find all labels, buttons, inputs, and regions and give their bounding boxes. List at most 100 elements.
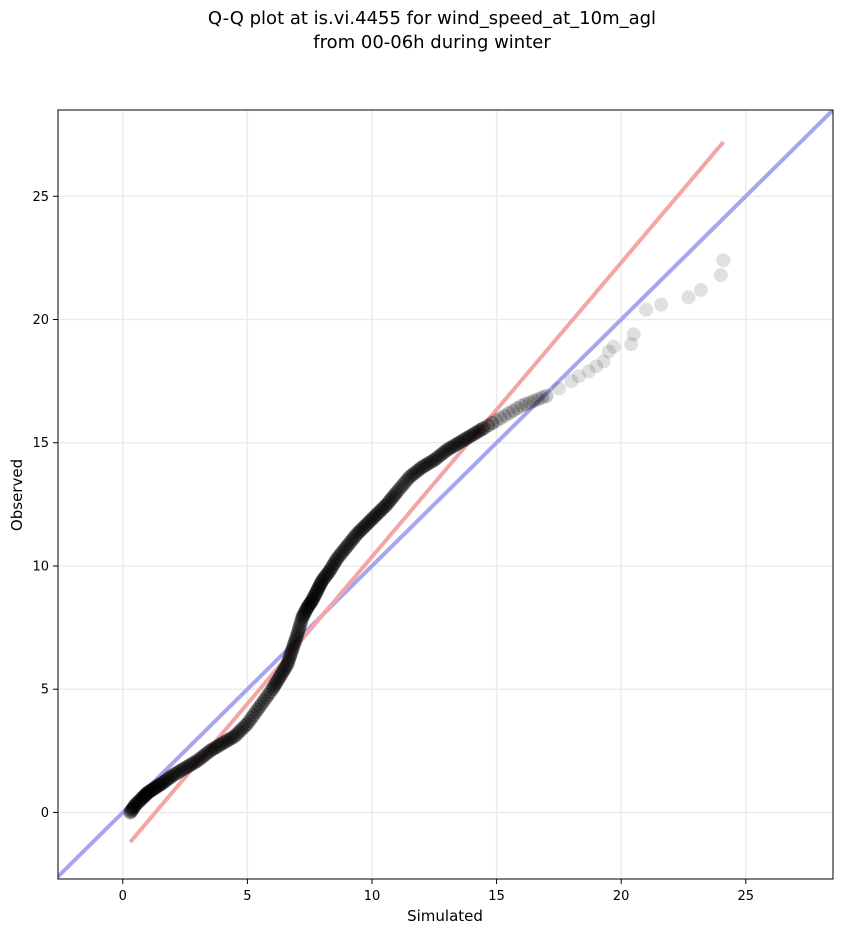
grid [58,110,833,879]
scatter-point [124,804,139,819]
scatter-point [421,456,436,471]
scatter-point [236,720,251,735]
scatter-point [321,565,336,580]
scatter-point [468,425,483,440]
scatter-point [472,423,487,438]
scatter-point [281,652,296,667]
scatter-point [308,586,323,601]
scatter-point [158,773,173,788]
scatter-point [522,395,537,410]
scatter-point [716,253,731,268]
scatter-point [190,753,205,768]
scatter-point [194,750,209,765]
scatter-point [427,452,442,467]
scatter-points [123,253,731,820]
scatter-point [196,748,211,763]
scatter-point [125,801,140,816]
scatter-point [130,795,145,810]
y-tick-label: 0 [41,806,49,821]
scatter-point [155,775,170,790]
y-tick-label: 20 [32,313,49,328]
scatter-point [361,515,376,530]
scatter-point [366,510,381,525]
scatter-point [275,665,290,680]
scatter-point [316,572,331,587]
y-tick-label: 10 [32,559,49,574]
scatter-point [266,680,281,695]
y-tick-label: 25 [32,190,49,205]
scatter-point [188,754,203,769]
scatter-point [325,559,340,574]
scatter-point [234,722,249,737]
scatter-point [328,553,343,568]
scatter-point [154,776,169,791]
scatter-point [232,724,247,739]
scatter-point [381,495,396,510]
scatter-point [388,487,403,502]
scatter-point [531,392,546,407]
scatter-point [435,446,450,461]
scatter-point [396,477,411,492]
scatter-point [167,767,182,782]
scatter-point [225,730,240,745]
scatter-point [221,732,236,747]
scatter-point [510,401,525,416]
scatter-point [383,493,398,508]
scatter-point [458,432,473,447]
scatter-point [200,745,215,760]
scatter-point [340,539,355,554]
scatter-point [414,460,429,475]
scatter-point [317,570,332,585]
scatter-point [431,449,446,464]
scatter-point [209,740,224,755]
scatter-point [310,583,325,598]
scatter-point [242,713,257,728]
y-tick-label: 15 [32,436,49,451]
scatter-point [271,671,286,686]
scatter-point [269,676,284,691]
scatter-point [493,411,508,426]
scatter-point [150,779,165,794]
scatter-point [146,781,161,796]
scatter-point [418,457,433,472]
scatter-point [300,600,315,615]
scatter-point [211,738,226,753]
scatter-point [681,290,696,305]
scatter-point [341,537,356,552]
x-tick-label: 15 [488,889,505,904]
chart-title-line-2: from 00-06h during winter [313,32,551,53]
scatter-point [131,794,146,809]
x-tick-label: 25 [738,889,755,904]
scatter-point [205,742,220,757]
scatter-point [320,567,335,582]
scatter-point [267,678,282,693]
scatter-point [217,735,232,750]
scatter-point [295,610,310,625]
scatter-point [133,793,148,808]
scatter-point [369,507,384,522]
y-tick-label: 5 [41,683,49,698]
scatter-point [283,647,298,662]
scatter-point [290,627,305,642]
scatter-point [303,595,318,610]
scatter-point [315,573,330,588]
scatter-point [408,465,423,480]
chart-title-line-1: Q-Q plot at is.vi.4455 for wind_speed_at… [208,8,656,29]
scatter-point [514,398,529,413]
scatter-point [306,590,321,605]
x-tick-label: 0 [119,889,127,904]
scatter-point [162,770,177,785]
scatter-point [475,422,490,437]
scatter-point [157,774,172,789]
scatter-point [139,787,154,802]
scatter-point [173,763,188,778]
scatter-point [124,802,139,817]
scatter-point [502,406,517,421]
scatter-point [439,443,454,458]
x-tick-label: 5 [243,889,251,904]
y-axis-label: Observed [8,459,26,531]
scatter-point [373,503,388,518]
scatter-point [293,616,308,631]
scatter-point [263,685,278,700]
scatter-point [129,796,144,811]
